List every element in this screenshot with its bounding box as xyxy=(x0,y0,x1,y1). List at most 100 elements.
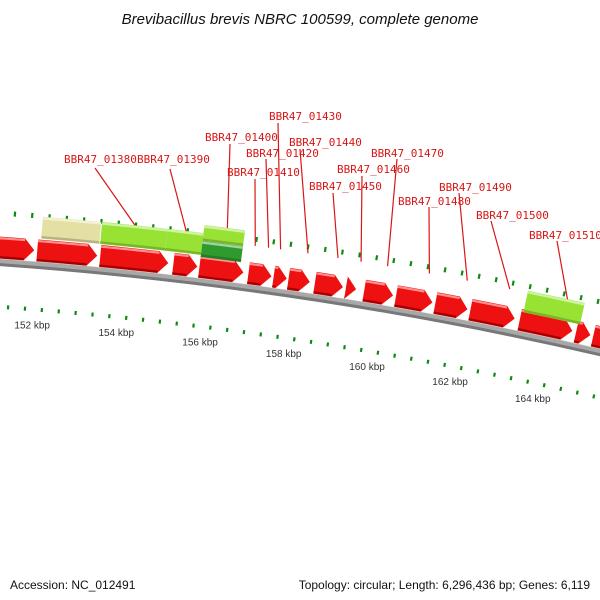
gene-arrow-shade xyxy=(433,311,457,318)
upper-minor-tick xyxy=(460,270,464,276)
feature-box-bevel xyxy=(101,222,168,232)
feature-box-shade xyxy=(100,241,166,251)
gene-arrow-bevel xyxy=(174,253,189,258)
gene-arrow xyxy=(573,321,591,344)
ruler-minor-tick xyxy=(242,329,246,335)
ruler-label: 152 kbp xyxy=(14,320,50,331)
upper-minor-tick xyxy=(289,241,293,247)
ruler-minor-tick xyxy=(209,325,212,330)
ruler-minor-tick xyxy=(292,337,296,342)
gene-arrow-shade xyxy=(247,281,261,286)
ruler-minor-tick xyxy=(259,332,263,337)
ruler-label: 156 kbp xyxy=(182,338,218,349)
ruler-label: 154 kbp xyxy=(98,328,134,339)
gene-arrow-bevel xyxy=(289,268,302,273)
gene-arrow-bevel xyxy=(365,280,386,286)
backbone xyxy=(0,259,600,355)
upper-minor-tick xyxy=(426,264,430,270)
ruler-minor-tick xyxy=(443,362,447,368)
upper-minor-tick xyxy=(477,273,481,279)
upper-minor-tick xyxy=(409,260,413,267)
gene-arrow xyxy=(247,262,272,286)
ruler-minor-tick xyxy=(426,359,430,364)
feature-box-bevel xyxy=(167,229,204,236)
gene-label: BBR47_01440 xyxy=(289,136,362,149)
gene-arrow xyxy=(286,267,310,292)
gene-arrow xyxy=(36,239,98,266)
upper-minor-tick xyxy=(579,294,583,301)
gene-arrow xyxy=(313,271,343,297)
gene-arrow-shade xyxy=(394,304,422,312)
accession-text: Accession: NC_012491 xyxy=(10,578,136,592)
gene-arrow xyxy=(272,265,287,289)
gene-arrow xyxy=(172,252,198,277)
label-leader-line xyxy=(386,158,398,267)
feature-box-green xyxy=(164,228,204,255)
upper-minor-tick xyxy=(255,236,259,243)
upper-minor-tick xyxy=(443,267,447,273)
gene-arrow-bevel xyxy=(595,325,600,329)
upper-minor-tick xyxy=(596,298,600,305)
feature-box-tan xyxy=(41,216,102,244)
ruler-minor-tick xyxy=(526,379,530,384)
gene-arrow-shade xyxy=(517,328,561,340)
ruler-minor-tick xyxy=(359,347,363,353)
ruler-minor-tick xyxy=(493,372,496,377)
ruler-minor-tick xyxy=(476,369,480,374)
ruler-label: 162 kbp xyxy=(432,377,468,388)
feature-box-green xyxy=(523,290,585,325)
gene-label: BBR47_01460 xyxy=(337,163,410,176)
upper-minor-tick xyxy=(272,239,276,245)
label-leader-line xyxy=(94,167,141,233)
feature-box-bevel xyxy=(527,291,585,306)
ruler-minor-tick xyxy=(459,365,463,371)
upper-minor-tick xyxy=(358,252,362,258)
ruler-minor-tick xyxy=(276,334,279,339)
gene-label: BBR47_01450 xyxy=(309,180,382,193)
gene-label: BBR47_01470 xyxy=(371,147,444,160)
feature-box-bevel xyxy=(202,241,243,249)
gene-arrow-shade xyxy=(573,340,579,344)
gene-arrow-bevel xyxy=(249,262,264,267)
map-title: Brevibacillus brevis NBRC 100599, comple… xyxy=(121,11,479,28)
ruler-minor-tick xyxy=(509,375,513,381)
label-leader-line xyxy=(299,148,309,254)
feature-box-shade xyxy=(164,248,202,255)
gene-arrow-bevel xyxy=(436,292,460,300)
upper-minor-tick xyxy=(494,277,498,283)
gene-arrow xyxy=(362,279,394,305)
gene-arrow-shade xyxy=(468,318,504,328)
label-leader-line xyxy=(458,192,468,281)
gene-label: BBR47_01510 xyxy=(529,229,600,242)
label-leader-line xyxy=(556,240,569,302)
label-leader-line xyxy=(332,192,339,259)
feature-box-shade xyxy=(523,309,581,325)
upper-minor-tick xyxy=(528,283,532,290)
backbone-shadow xyxy=(0,263,600,357)
gene-arrow-bevel xyxy=(37,239,89,247)
upper-minor-tick xyxy=(392,257,396,264)
gene-label: BBR47_01480 xyxy=(398,195,471,208)
topology-text: Topology: circular; Length: 6,296,436 bp… xyxy=(298,578,590,592)
label-leader-line xyxy=(490,220,511,290)
ruler-minor-tick xyxy=(309,339,313,344)
feature-box-shade xyxy=(202,238,244,246)
label-leader-line xyxy=(226,143,231,243)
ruler-label: 164 kbp xyxy=(515,394,551,405)
upper-minor-tick xyxy=(340,249,344,255)
gene-label: BBR47_01380 xyxy=(64,153,137,166)
gene-label: BBR47_01420 xyxy=(246,147,319,160)
gene-arrow-shade xyxy=(36,258,87,266)
gene-arrow-shade xyxy=(287,287,299,292)
ruler-minor-tick xyxy=(326,342,330,347)
feature-box-bevel xyxy=(204,225,246,234)
gene-arrow-shade xyxy=(313,291,332,297)
ruler-minor-tick xyxy=(225,327,229,332)
gene-label: BBR47_01390 xyxy=(137,153,210,166)
ruler-minor-tick xyxy=(559,386,563,392)
gene-arrow-shade xyxy=(198,275,233,282)
ruler-label: 158 kbp xyxy=(266,349,302,360)
ruler-minor-tick xyxy=(409,356,413,361)
